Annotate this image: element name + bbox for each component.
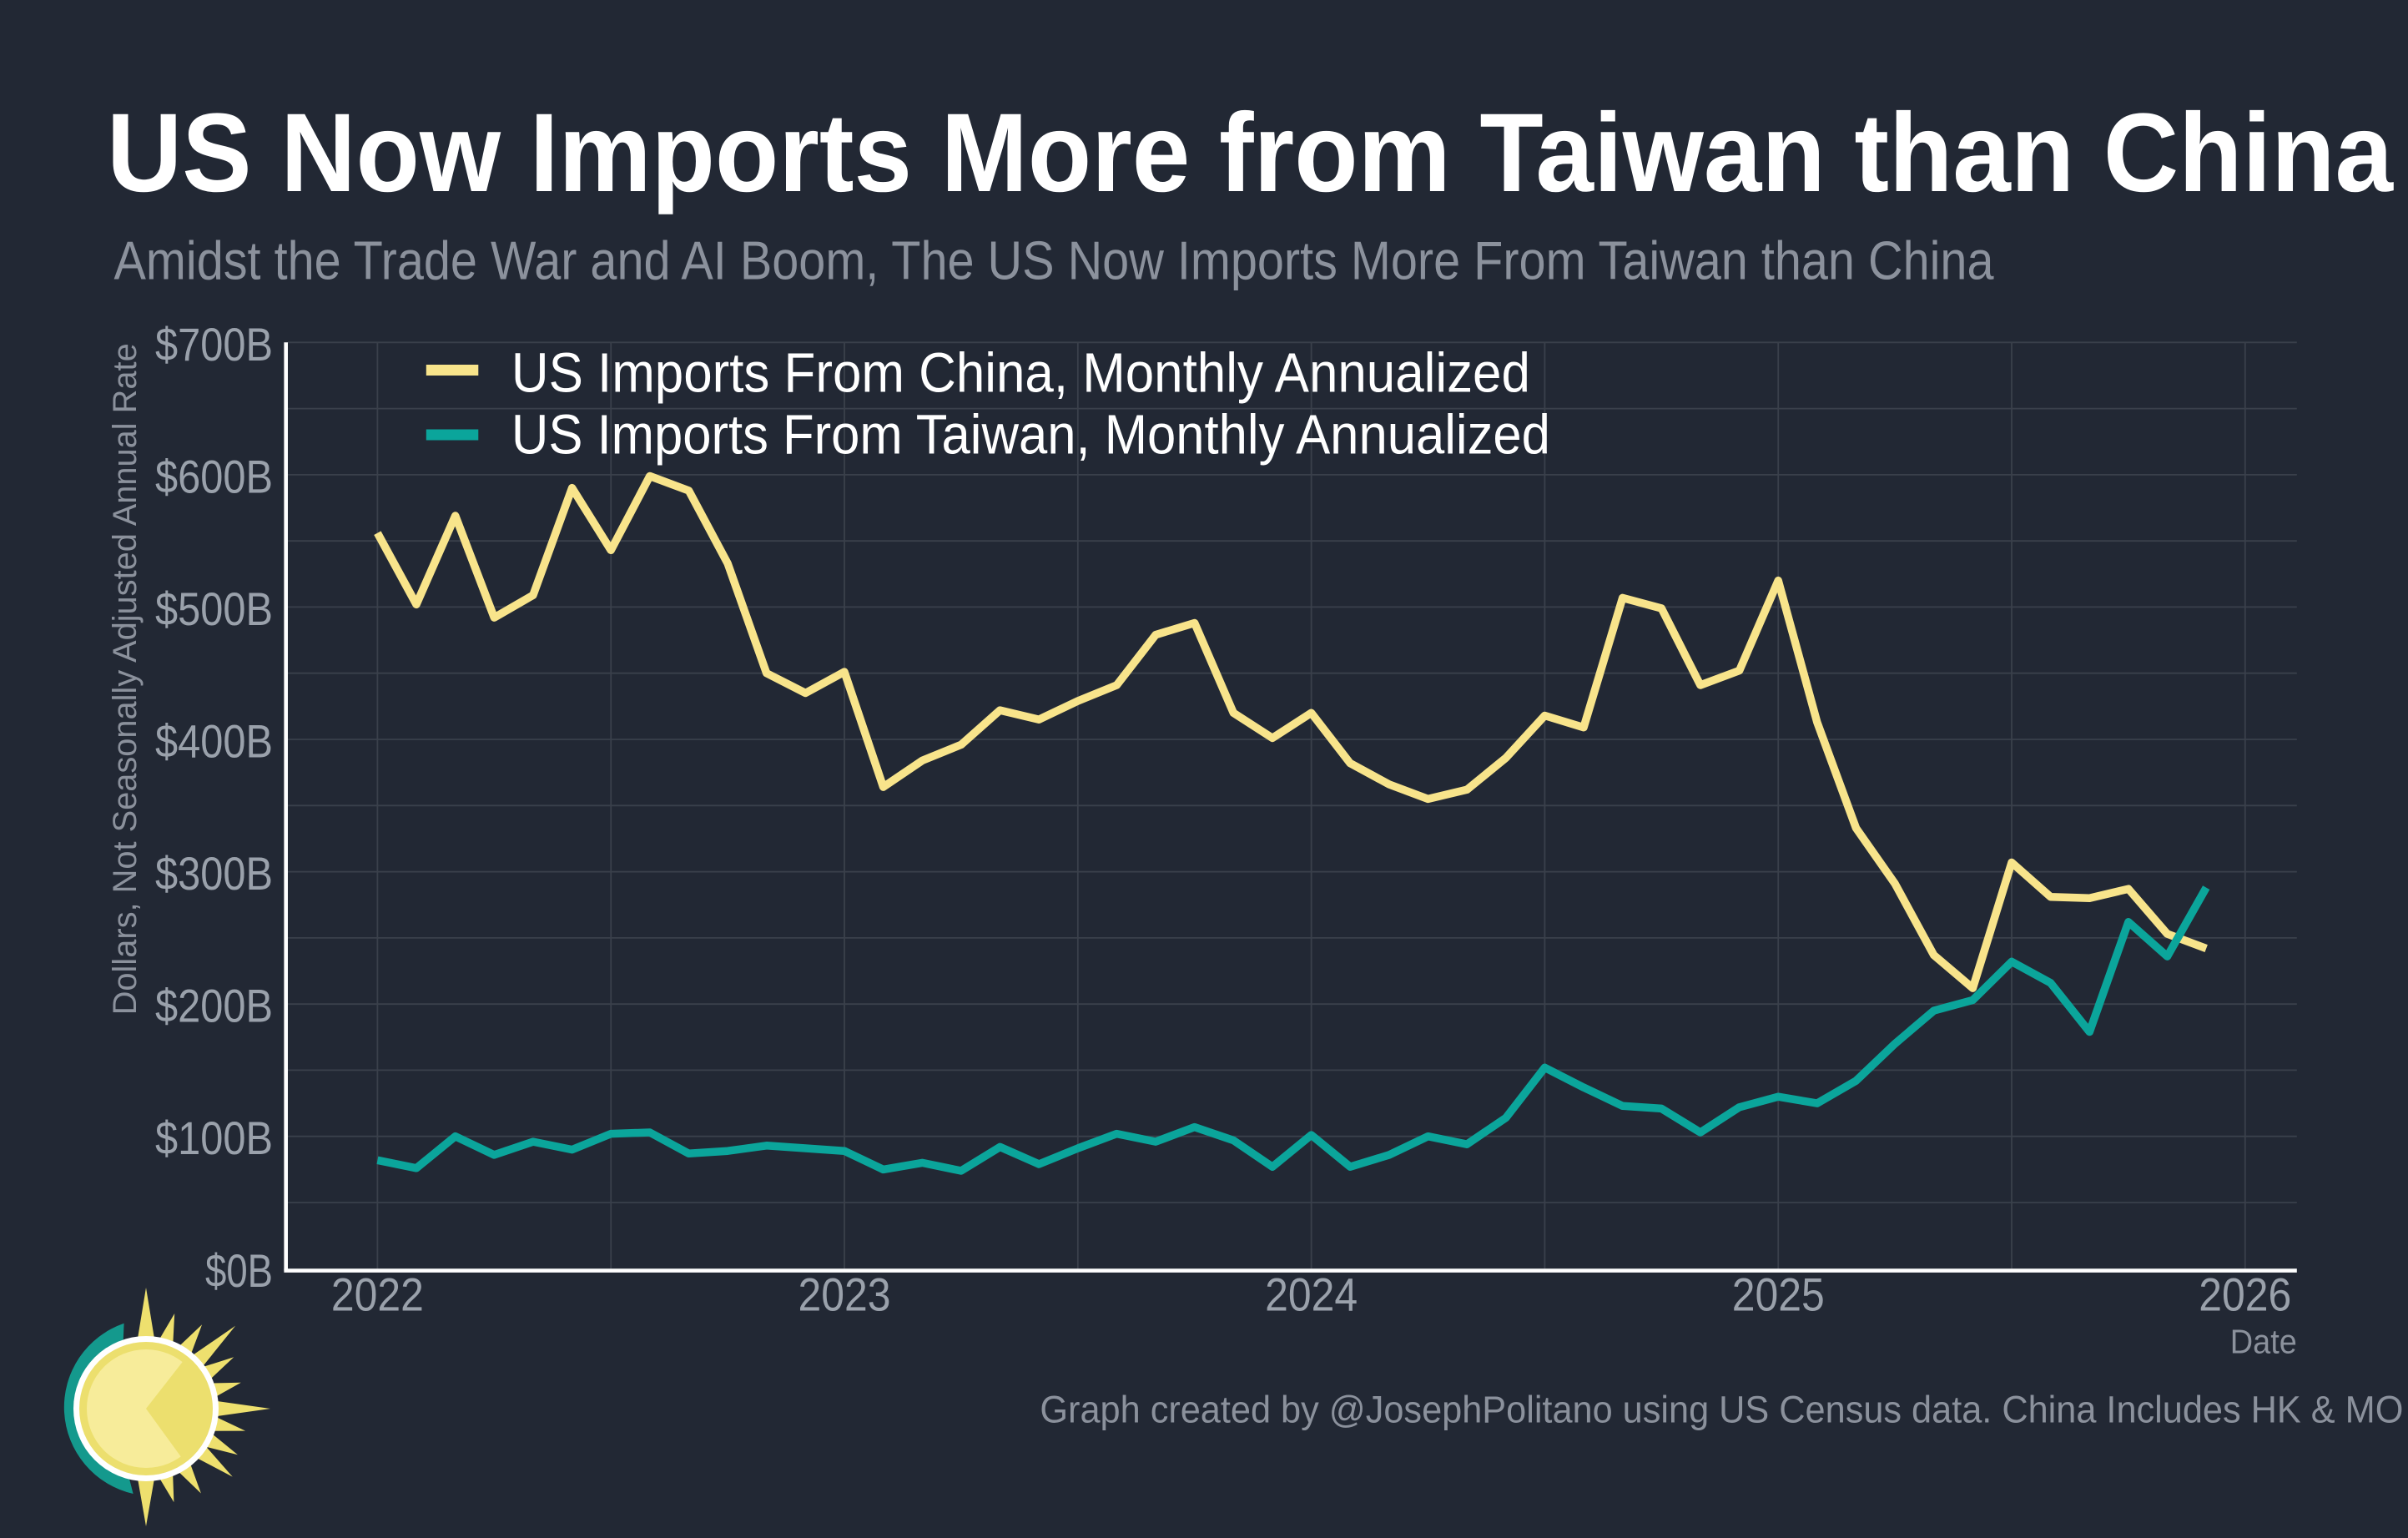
svg-text:2025: 2025 bbox=[1732, 1268, 1825, 1320]
svg-text:Graph created by @JosephPolita: Graph created by @JosephPolitano using U… bbox=[1040, 1389, 2403, 1431]
svg-text:$300B: $300B bbox=[155, 847, 273, 900]
svg-text:$500B: $500B bbox=[155, 582, 273, 635]
svg-text:$700B: $700B bbox=[155, 318, 273, 371]
svg-text:US Imports From China, Monthly: US Imports From China, Monthly Annualize… bbox=[511, 341, 1530, 404]
svg-text:Date: Date bbox=[2230, 1322, 2297, 1360]
svg-text:2023: 2023 bbox=[798, 1268, 891, 1320]
svg-text:Dollars, Not Seasonally Adjust: Dollars, Not Seasonally Adjusted Annual … bbox=[107, 343, 144, 1015]
svg-text:2026: 2026 bbox=[2199, 1268, 2291, 1320]
svg-text:$0B: $0B bbox=[205, 1244, 273, 1297]
svg-text:Amidst the Trade War and AI Bo: Amidst the Trade War and AI Boom, The US… bbox=[114, 230, 1995, 291]
svg-text:$100B: $100B bbox=[155, 1112, 273, 1164]
svg-text:$400B: $400B bbox=[155, 715, 273, 768]
svg-text:2024: 2024 bbox=[1265, 1268, 1358, 1320]
svg-text:$600B: $600B bbox=[155, 450, 273, 502]
svg-text:$200B: $200B bbox=[155, 980, 273, 1032]
svg-text:US Now Imports More from Taiwa: US Now Imports More from Taiwan than Chi… bbox=[107, 91, 2394, 215]
svg-text:US Imports From Taiwan, Monthl: US Imports From Taiwan, Monthly Annualiz… bbox=[511, 403, 1550, 466]
svg-text:2022: 2022 bbox=[331, 1268, 424, 1320]
